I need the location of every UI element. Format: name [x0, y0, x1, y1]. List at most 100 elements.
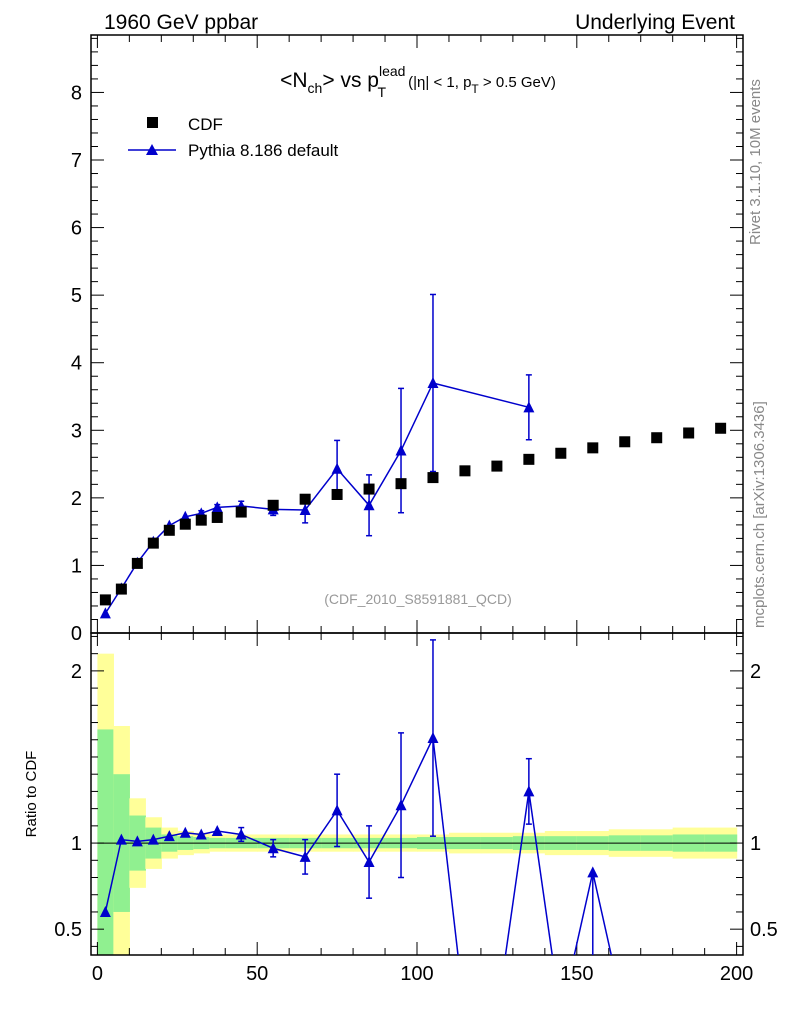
pythia-point [523, 401, 535, 413]
main-y-tick-label: 5 [71, 285, 82, 307]
ratio-line-segment [592, 872, 613, 955]
cdf-point [651, 432, 663, 444]
title-n: <N [280, 69, 307, 92]
title-p-sub: T [377, 84, 386, 100]
ratio-series [99, 639, 613, 955]
cdf-point [683, 427, 695, 439]
ratio-y-tick-label: 1 [71, 833, 82, 855]
cdf-point [619, 436, 631, 448]
axes: 0 50 100 150 200 0 1 2 3 4 5 6 7 8 0.5 0.5 1 1 2 2 [54, 35, 778, 985]
cdf-point [131, 557, 143, 569]
ratio-point [147, 833, 159, 845]
legend-pythia-label: Pythia 8.186 default [188, 141, 339, 160]
legend: CDF Pythia 8.186 default [128, 115, 339, 160]
ratio-point [267, 842, 279, 854]
ratio-point [235, 828, 247, 840]
pythia-point [299, 504, 311, 516]
ratio-line-segment [573, 872, 594, 955]
ratio-point [523, 785, 535, 797]
mcplots-label: mcplots.cern.ch [arXiv:1306.3436] [751, 401, 768, 628]
ratio-point [115, 833, 127, 845]
ratio-point [331, 804, 343, 816]
legend-pythia-marker [146, 144, 158, 155]
pythia-point [331, 462, 343, 474]
ratio-plot-frame [90, 632, 744, 956]
cdf-point [99, 594, 111, 606]
ratio-point [179, 826, 191, 838]
title-mid: > vs p [322, 69, 379, 92]
pythia-point [395, 444, 407, 456]
ratio-y-tick-label: 2 [71, 661, 82, 683]
pythia-line [104, 382, 530, 614]
header-energy-label: 1960 GeV ppbar [104, 11, 258, 34]
cdf-point [555, 447, 567, 459]
ratio-line-segment [504, 791, 530, 955]
legend-cdf-label: CDF [188, 115, 223, 134]
ratio-point [211, 825, 223, 837]
cdf-point [523, 453, 535, 465]
plot-title: <Nch> vs plead T (|η| < 1, pT > 0.5 GeV) [280, 63, 556, 100]
band-inner [97, 729, 114, 955]
cdf-point [395, 478, 407, 490]
cdf-point [211, 511, 223, 523]
ratio-y-axis-label: Ratio to CDF [23, 751, 40, 838]
cdf-point [115, 583, 127, 595]
ratio-line-segment [528, 791, 553, 955]
pythia-point [99, 607, 111, 619]
main-y-tick-label: 0 [71, 623, 82, 645]
main-y-tick-label: 7 [71, 150, 82, 172]
ratio-y-tick-label: 0.5 [54, 919, 82, 941]
ratio-point [427, 732, 439, 744]
ratio-point [299, 850, 311, 862]
x-tick-label: 200 [720, 963, 753, 985]
cdf-point [235, 506, 247, 518]
cdf-point [363, 483, 375, 495]
pythia-point [427, 376, 439, 388]
cdf-point [715, 422, 727, 434]
cdf-point [147, 537, 159, 549]
main-y-tick-label: 3 [71, 420, 82, 442]
cdf-point [459, 465, 471, 477]
title-tail-sub: T [471, 82, 479, 96]
main-y-tick-label: 1 [71, 555, 82, 577]
ratio-point [131, 835, 143, 847]
x-tick-label: 50 [246, 963, 268, 985]
x-tick-label: 150 [560, 963, 593, 985]
main-y-tick-label: 4 [71, 353, 82, 375]
cdf-point [179, 518, 191, 530]
cdf-point [427, 472, 439, 484]
ratio-point [195, 828, 207, 840]
main-series [99, 293, 727, 619]
ratio-point [99, 905, 111, 917]
ratio-y-tick-label-right: 2 [750, 661, 761, 683]
x-tick-label: 0 [92, 963, 103, 985]
cdf-point [331, 488, 343, 500]
main-y-tick-label: 2 [71, 488, 82, 510]
x-tick-label: 100 [400, 963, 433, 985]
title-tail: (|η| < 1, p [404, 74, 471, 91]
header-process-label: Underlying Event [575, 11, 735, 34]
ratio-point [363, 856, 375, 868]
cdf-point [299, 493, 311, 505]
cdf-point [587, 442, 599, 454]
ratio-line-segment [432, 737, 459, 955]
ratio-point [587, 866, 599, 878]
cdf-point [267, 499, 279, 511]
cdf-point [163, 524, 175, 536]
ratio-point [395, 799, 407, 811]
analysis-watermark: (CDF_2010_S8591881_QCD) [324, 591, 512, 607]
cdf-point [491, 460, 503, 472]
title-p-sup: lead [379, 63, 405, 79]
main-y-tick-label: 6 [71, 218, 82, 240]
title-n-sub: ch [308, 80, 323, 96]
main-y-tick-label: 8 [71, 82, 82, 104]
pythia-point [363, 499, 375, 511]
ratio-point [163, 830, 175, 842]
title-tail-end: > 0.5 GeV) [479, 74, 556, 91]
legend-cdf-marker [147, 117, 158, 128]
ratio-y-tick-label-right: 0.5 [750, 919, 778, 941]
rivet-version-label: Rivet 3.1.10, 10M events [747, 79, 764, 245]
cdf-point [195, 514, 207, 526]
ratio-y-tick-label-right: 1 [750, 833, 761, 855]
